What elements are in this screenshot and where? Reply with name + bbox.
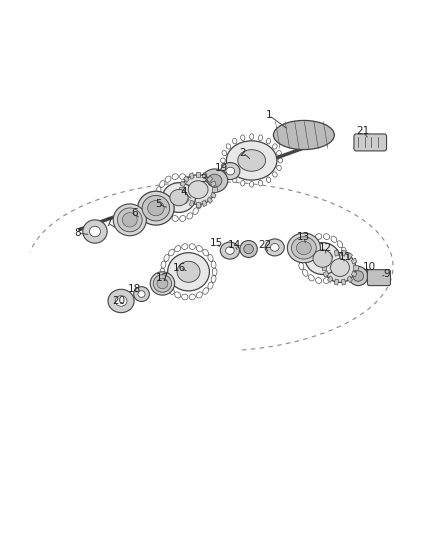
Ellipse shape	[138, 191, 174, 225]
Bar	[212, 188, 217, 192]
Bar	[328, 276, 333, 282]
Text: 6: 6	[131, 208, 138, 219]
Ellipse shape	[170, 189, 188, 206]
FancyBboxPatch shape	[354, 134, 387, 151]
Text: 16: 16	[173, 263, 187, 272]
Ellipse shape	[331, 259, 350, 277]
Bar	[341, 250, 346, 256]
Bar	[323, 271, 328, 277]
Ellipse shape	[265, 239, 284, 256]
Ellipse shape	[353, 271, 364, 281]
Ellipse shape	[134, 287, 149, 302]
Ellipse shape	[168, 253, 209, 291]
Ellipse shape	[244, 244, 253, 254]
Text: 17: 17	[156, 273, 169, 283]
Ellipse shape	[83, 220, 107, 243]
Ellipse shape	[113, 204, 146, 236]
Bar	[196, 202, 200, 207]
Bar	[328, 253, 333, 260]
Text: 12: 12	[319, 243, 332, 253]
Ellipse shape	[305, 243, 340, 274]
Ellipse shape	[273, 120, 334, 150]
FancyBboxPatch shape	[367, 270, 391, 286]
Bar	[347, 276, 353, 282]
Ellipse shape	[226, 247, 234, 254]
Ellipse shape	[153, 274, 172, 292]
Ellipse shape	[226, 141, 277, 180]
Ellipse shape	[297, 241, 311, 255]
Text: 14: 14	[228, 240, 241, 251]
Ellipse shape	[221, 163, 240, 180]
Ellipse shape	[177, 261, 200, 282]
Bar	[184, 176, 189, 182]
Bar	[347, 253, 353, 260]
Ellipse shape	[117, 208, 142, 232]
Ellipse shape	[138, 290, 145, 297]
Bar	[353, 265, 358, 270]
Bar	[207, 176, 212, 182]
Ellipse shape	[240, 240, 257, 257]
Bar	[180, 181, 186, 187]
Ellipse shape	[162, 183, 195, 213]
Ellipse shape	[108, 289, 134, 313]
Bar	[351, 271, 357, 277]
Text: 7: 7	[105, 218, 111, 228]
Text: 9: 9	[383, 270, 390, 279]
Ellipse shape	[115, 296, 127, 306]
Text: 10: 10	[363, 262, 376, 271]
Bar	[189, 200, 194, 207]
Text: 4: 4	[181, 187, 187, 197]
Ellipse shape	[148, 200, 164, 216]
Ellipse shape	[226, 167, 235, 175]
Text: 13: 13	[297, 232, 311, 243]
Text: 22: 22	[258, 240, 271, 251]
Ellipse shape	[142, 196, 170, 221]
Bar	[189, 173, 194, 179]
Ellipse shape	[220, 242, 240, 259]
Ellipse shape	[188, 181, 208, 198]
Ellipse shape	[182, 175, 215, 205]
Bar	[341, 279, 346, 285]
Text: 8: 8	[74, 228, 81, 238]
Text: 15: 15	[210, 238, 223, 248]
Bar	[334, 250, 339, 256]
Bar	[211, 181, 216, 187]
Bar	[207, 197, 212, 204]
Ellipse shape	[313, 250, 332, 267]
Ellipse shape	[89, 226, 100, 237]
Text: 21: 21	[356, 126, 369, 136]
Bar	[202, 200, 207, 207]
Bar	[180, 192, 186, 198]
Ellipse shape	[208, 174, 222, 187]
Ellipse shape	[201, 169, 228, 192]
Bar	[323, 258, 328, 264]
Ellipse shape	[349, 266, 368, 286]
Ellipse shape	[287, 233, 321, 263]
Text: 5: 5	[155, 199, 161, 209]
Bar	[322, 265, 326, 270]
Text: 19: 19	[215, 164, 228, 173]
Text: 20: 20	[112, 296, 125, 306]
Bar	[334, 279, 339, 285]
Ellipse shape	[157, 278, 168, 289]
Bar	[211, 192, 216, 198]
Text: 18: 18	[127, 284, 141, 294]
Bar	[184, 197, 189, 204]
Ellipse shape	[150, 272, 175, 295]
Ellipse shape	[291, 237, 316, 259]
Text: 11: 11	[339, 252, 352, 262]
Bar	[196, 172, 200, 177]
Ellipse shape	[324, 253, 356, 282]
Text: 3: 3	[201, 174, 207, 184]
Ellipse shape	[122, 213, 137, 227]
Text: 2: 2	[240, 148, 246, 158]
Text: 1: 1	[266, 110, 272, 120]
Ellipse shape	[270, 244, 279, 251]
Bar	[180, 188, 184, 192]
Bar	[351, 258, 357, 264]
Ellipse shape	[238, 150, 265, 171]
Bar	[202, 173, 207, 179]
